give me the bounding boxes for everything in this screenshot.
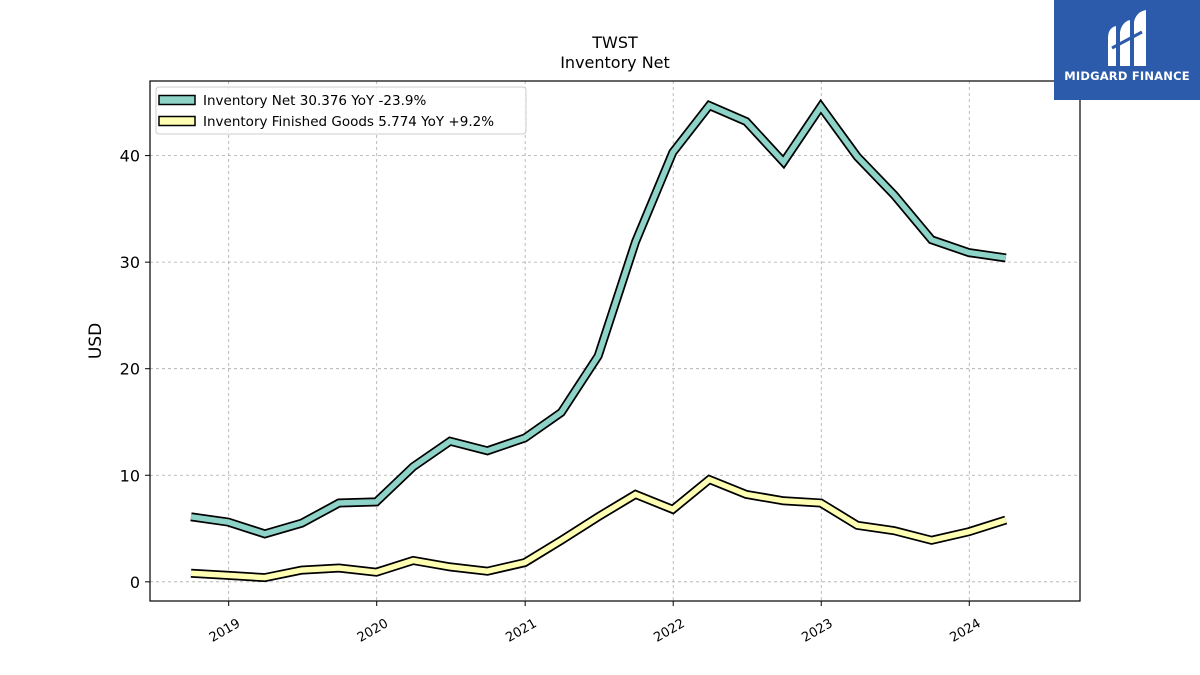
x-tick-label: 2019 bbox=[207, 616, 243, 646]
series-line-2 bbox=[190, 476, 1007, 581]
logo-text: MIDGARD FINANCE bbox=[1064, 69, 1190, 83]
legend-label: Inventory Finished Goods 5.774 YoY +9.2% bbox=[203, 114, 494, 130]
brand-logo: MIDGARD FINANCE bbox=[1054, 0, 1200, 100]
y-tick-label: 30 bbox=[120, 253, 140, 272]
grid bbox=[150, 81, 1080, 601]
x-tick-label: 2020 bbox=[355, 616, 391, 646]
y-tick-label: 40 bbox=[120, 147, 140, 166]
series-line-outline-1 bbox=[190, 98, 1007, 539]
legend: Inventory Net 30.376 YoY -23.9% Inventory… bbox=[155, 86, 527, 135]
legend-swatch bbox=[158, 115, 196, 127]
legend-swatch bbox=[158, 94, 196, 106]
x-tick-label: 2024 bbox=[947, 616, 983, 646]
x-axis: 2019 2020 2021 2022 2023 2024 bbox=[207, 601, 984, 646]
legend-label: Inventory Net 30.376 YoY -23.9% bbox=[203, 93, 426, 109]
logo-mark-icon bbox=[1108, 10, 1146, 66]
x-tick-label: 2023 bbox=[799, 616, 835, 646]
x-tick-label: 2021 bbox=[503, 616, 539, 646]
legend-box bbox=[155, 86, 527, 135]
y-tick-label: 0 bbox=[130, 573, 140, 592]
series-line-1 bbox=[190, 101, 1007, 537]
y-axis-label: USD bbox=[86, 323, 106, 359]
y-axis: 0 10 20 30 40 bbox=[120, 147, 150, 592]
chart-title: TWST bbox=[591, 33, 638, 52]
chart-subtitle: Inventory Net bbox=[560, 53, 670, 72]
y-tick-label: 20 bbox=[120, 360, 140, 379]
series-layer bbox=[190, 98, 1008, 583]
plot-frame bbox=[149, 80, 1081, 602]
x-tick-label: 2022 bbox=[651, 616, 687, 646]
y-tick-label: 10 bbox=[120, 466, 140, 485]
